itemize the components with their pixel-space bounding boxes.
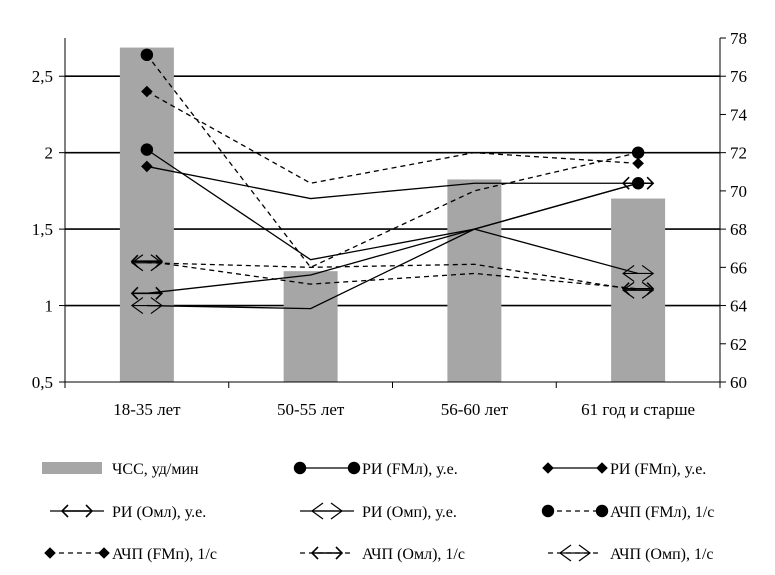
bar-0 <box>120 48 174 382</box>
series-5 <box>141 86 644 184</box>
legend-marker-8 <box>560 545 590 561</box>
series-4-point-3 <box>632 146 644 158</box>
series-4-line <box>147 55 638 268</box>
series-7-line <box>147 263 638 291</box>
series-2 <box>132 177 653 299</box>
right-tick-label-1: 62 <box>730 335 747 354</box>
left-tick-label-0: 0,5 <box>32 373 53 392</box>
x-tick-label-3: 61 год и старше <box>581 400 695 419</box>
series-0-line <box>147 150 638 260</box>
right-tick-label-5: 70 <box>730 182 747 201</box>
x-tick-label-2: 56-60 лет <box>441 400 509 419</box>
legend-item-0: ЧСС, уд/мин <box>42 461 199 478</box>
legend-item-1: РИ (FMл), у.е. <box>294 461 458 478</box>
legend-label-6: АЧП (FMп), 1/с <box>112 546 217 563</box>
legend-marker-right-5 <box>596 505 608 517</box>
series-0-point-0 <box>141 143 153 155</box>
legend-marker-right-6 <box>98 547 110 559</box>
legend-item-2: РИ (FMп), у.е. <box>542 461 706 478</box>
legend-label-3: РИ (Омл), у.е. <box>112 504 206 521</box>
legend-marker-right-2 <box>596 462 608 474</box>
series-1-line <box>147 166 638 198</box>
legend-marker-left-2 <box>542 462 554 474</box>
legend-item-5: АЧП (FMл), 1/с <box>542 504 715 521</box>
legend-marker-4 <box>312 503 342 519</box>
legend-swatch-0 <box>42 462 102 474</box>
legend-label-4: РИ (Омп), у.е. <box>362 504 457 521</box>
bar-2 <box>447 179 501 382</box>
right-tick-label-3: 66 <box>730 258 747 277</box>
right-tick-label-8: 76 <box>730 67 747 86</box>
left-tick-label-2: 1,5 <box>32 220 53 239</box>
legend: ЧСС, уд/мин РИ (FMл), у.е. РИ (FMп), у.е. Р… <box>42 461 714 563</box>
right-tick-label-2: 64 <box>730 297 748 316</box>
legend-label-0: ЧСС, уд/мин <box>112 461 199 478</box>
legend-label-8: АЧП (Омп), 1/с <box>610 546 714 563</box>
series-6 <box>132 255 653 295</box>
series-4-point-0 <box>141 49 153 61</box>
legend-item-7: АЧП (Омл), 1/с <box>300 546 465 563</box>
legend-marker-left-6 <box>44 547 56 559</box>
series-3-line <box>147 229 638 309</box>
legend-label-1: РИ (FMл), у.е. <box>362 461 458 478</box>
bar-series <box>120 48 665 382</box>
right-tick-label-7: 74 <box>730 105 748 124</box>
series-0 <box>141 143 645 259</box>
x-tick-label-0: 18-35 лет <box>113 400 181 419</box>
series-5-point-3 <box>632 158 644 170</box>
legend-marker-left-5 <box>542 505 554 517</box>
legend-label-7: АЧП (Омл), 1/с <box>362 546 465 563</box>
legend-item-6: АЧП (FMп), 1/с <box>44 546 217 563</box>
legend-marker-3 <box>62 505 92 517</box>
right-tick-label-0: 60 <box>730 373 747 392</box>
chart: 0,5 1 1,5 2 2,5 60 62 64 66 68 70 72 74 76 78 18-35 лет… <box>0 0 775 575</box>
right-tick-label-9: 78 <box>730 29 747 48</box>
left-tick-label-4: 2,5 <box>32 67 53 86</box>
series-3 <box>132 229 653 313</box>
right-tick-label-6: 72 <box>730 144 747 163</box>
legend-marker-right-1 <box>348 462 360 474</box>
series-4 <box>141 49 645 268</box>
x-tick-label-1: 50-55 лет <box>277 400 345 419</box>
legend-marker-left-1 <box>294 462 306 474</box>
legend-marker-7 <box>312 547 342 559</box>
line-series <box>132 49 653 314</box>
legend-item-4: РИ (Омп), у.е. <box>300 503 457 521</box>
right-tick-label-4: 68 <box>730 220 747 239</box>
series-7 <box>132 255 653 299</box>
legend-item-3: РИ (Омл), у.е. <box>50 504 206 521</box>
left-tick-label-3: 2 <box>45 144 54 163</box>
legend-item-8: АЧП (Омп), 1/с <box>548 545 714 563</box>
series-1 <box>141 161 644 199</box>
bar-1 <box>284 271 338 382</box>
left-tick-label-1: 1 <box>45 297 54 316</box>
legend-label-5: АЧП (FMл), 1/с <box>610 504 714 521</box>
legend-label-2: РИ (FMп), у.е. <box>610 461 706 478</box>
